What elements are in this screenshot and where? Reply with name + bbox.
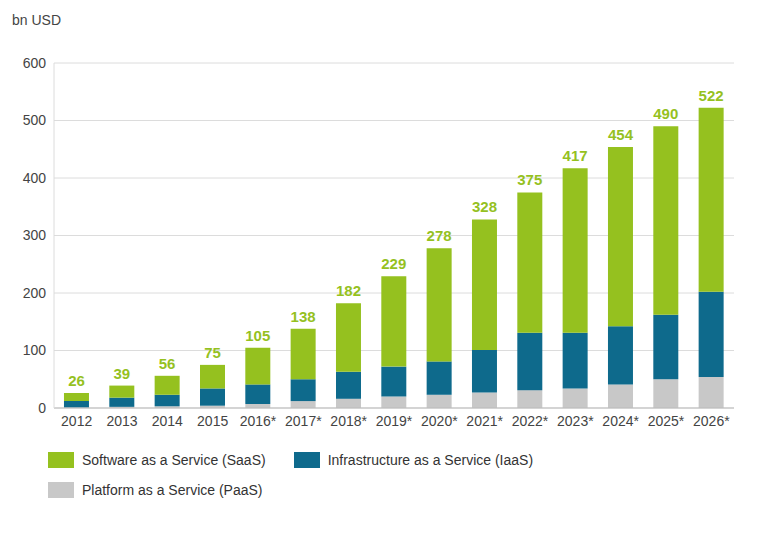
svg-text:2019*: 2019* [376,413,413,429]
svg-text:2025*: 2025* [648,413,685,429]
svg-text:278: 278 [427,227,452,244]
svg-text:2017*: 2017* [285,413,322,429]
svg-text:138: 138 [291,308,316,325]
svg-text:2021*: 2021* [466,413,503,429]
svg-text:2023*: 2023* [557,413,594,429]
svg-text:2018*: 2018* [330,413,367,429]
svg-text:375: 375 [517,171,542,188]
html-text:Software as a Service (SaaS): Software as a Service (SaaS) [82,452,266,468]
svg-text:328: 328 [472,198,497,215]
svg-text:2022*: 2022* [512,413,549,429]
svg-text:2026*: 2026* [693,413,730,429]
svg-text:490: 490 [653,105,678,122]
svg-text:2015: 2015 [197,413,228,429]
svg-text:417: 417 [563,147,588,164]
svg-text:26: 26 [68,372,85,389]
html-text:Infrastructure as a Service (I: Infrastructure as a Service (IaaS) [327,452,534,468]
svg-text:0: 0 [38,400,46,416]
svg-text:229: 229 [381,255,406,272]
svg-text:2014: 2014 [152,413,183,429]
svg-text:75: 75 [204,344,221,361]
svg-text:2012: 2012 [61,413,92,429]
svg-text:39: 39 [113,365,130,382]
svg-text:522: 522 [699,87,724,104]
svg-text:400: 400 [23,170,47,186]
svg-text:2013: 2013 [106,413,137,429]
svg-text:182: 182 [336,282,361,299]
svg-text:200: 200 [23,285,47,301]
svg-text:300: 300 [23,227,47,243]
svg-text:105: 105 [245,327,270,344]
svg-text:56: 56 [159,355,176,372]
html-text:Platform as a Service (PaaS): Platform as a Service (PaaS) [82,482,263,498]
svg-text:600: 600 [23,55,47,71]
svg-text:100: 100 [23,342,47,358]
svg-text:2020*: 2020* [421,413,458,429]
svg-text:2016*: 2016* [240,413,277,429]
svg-text:454: 454 [608,126,634,143]
html-text:bn USD: bn USD [12,12,61,28]
svg-text:500: 500 [23,112,47,128]
svg-text:2024*: 2024* [602,413,639,429]
